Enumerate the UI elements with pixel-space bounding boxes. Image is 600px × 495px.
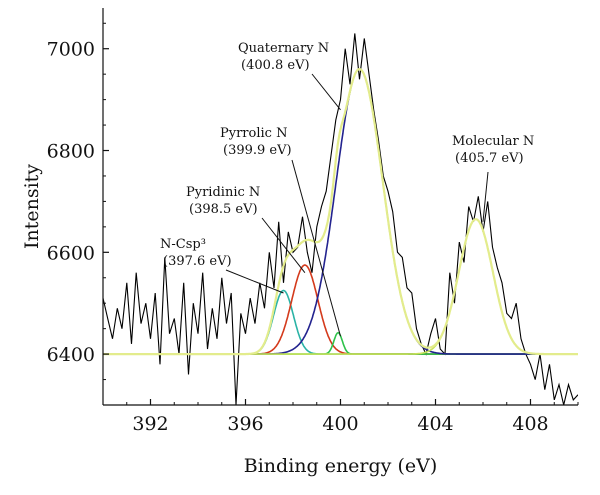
y-tick-label-7000: 7000 [47, 39, 95, 61]
annotation-leader-4 [482, 171, 489, 222]
x-tick-label-400: 400 [322, 413, 358, 435]
annotation-label-3-line2: (397.6 eV) [163, 254, 232, 269]
raw-spectrum-layer [103, 33, 578, 405]
annotations-layer: Quaternary N (400.8 eV) Pyrrolic N (399.9 e… [160, 41, 534, 337]
x-tick-label-396: 396 [227, 413, 263, 435]
y-tick-label-6400: 6400 [47, 344, 95, 366]
x-tick-label-392: 392 [132, 413, 168, 435]
annotation-label-0-line2: (400.8 eV) [241, 58, 310, 73]
ticks-layer: 392 396 400 404 408 6400 6600 6800 7000 [47, 22, 579, 435]
raw-spectrum-line [103, 33, 578, 405]
annotation-label-0-line1: Quaternary N [238, 41, 329, 56]
y-tick-label-6600: 6600 [47, 242, 95, 264]
x-tick-label-408: 408 [512, 413, 548, 435]
annotation-label-3-line1: N-Csp³ [160, 237, 206, 252]
y-tick-label-6800: 6800 [47, 141, 95, 163]
plot-area [103, 33, 578, 405]
annotation-leader-0 [311, 73, 341, 111]
envelope-curve [103, 68, 578, 356]
annotation-label-4-line2: (405.7 eV) [455, 151, 524, 166]
annotation-leader-2 [261, 217, 306, 273]
x-tick-label-404: 404 [417, 413, 453, 435]
annotation-label-1-line2: (399.9 eV) [223, 143, 292, 158]
y-axis-title: Intensity [21, 164, 43, 249]
x-axis-title: Binding energy (eV) [244, 455, 438, 477]
annotation-label-1-line1: Pyrrolic N [220, 126, 287, 141]
annotation-label-4-line1: Molecular N [452, 134, 534, 149]
annotation-label-2-line2: (398.5 eV) [189, 202, 258, 217]
annotation-label-2-line1: Pyridinic N [186, 185, 260, 200]
annotation-leader-1 [291, 159, 341, 337]
envelope-layer [103, 68, 578, 356]
annotation-leader-3 [225, 269, 284, 294]
